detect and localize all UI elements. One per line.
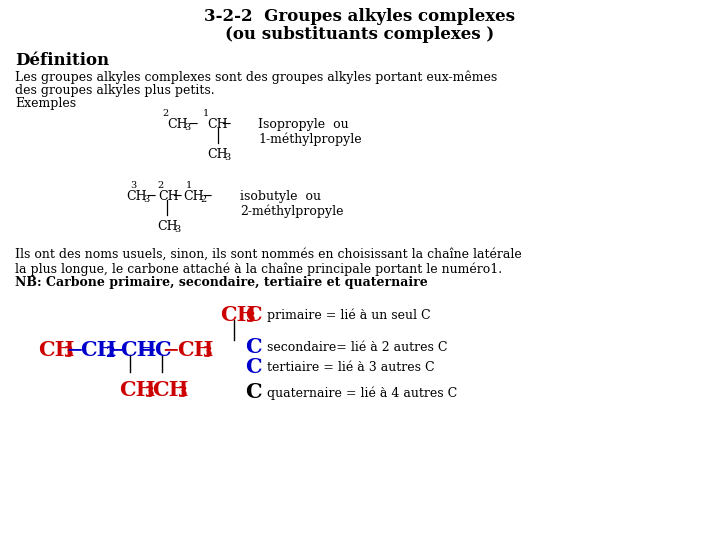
Text: 3: 3 <box>130 181 136 190</box>
Text: CH: CH <box>207 148 228 161</box>
Text: C: C <box>245 305 261 325</box>
Text: des groupes alkyles plus petits.: des groupes alkyles plus petits. <box>15 84 215 97</box>
Text: 2: 2 <box>162 109 168 118</box>
Text: (ou substituants complexes ): (ou substituants complexes ) <box>225 26 495 43</box>
Text: 3: 3 <box>177 386 186 400</box>
Text: 1-méthylpropyle: 1-méthylpropyle <box>258 132 361 145</box>
Text: 2: 2 <box>200 195 206 204</box>
Text: ─: ─ <box>189 118 197 131</box>
Text: 3-2-2  Groupes alkyles complexes: 3-2-2 Groupes alkyles complexes <box>204 8 516 25</box>
Text: 3: 3 <box>245 311 255 325</box>
Text: CH: CH <box>119 380 156 400</box>
Text: 3: 3 <box>184 123 190 132</box>
Text: ─: ─ <box>222 118 230 131</box>
Text: Les groupes alkyles complexes sont des groupes alkyles portant eux-mêmes: Les groupes alkyles complexes sont des g… <box>15 70 498 84</box>
Text: CH: CH <box>38 340 74 360</box>
Text: CH: CH <box>157 220 178 233</box>
Text: 3: 3 <box>224 153 230 162</box>
Text: CH: CH <box>126 190 147 203</box>
Text: C: C <box>245 382 261 402</box>
Text: primaire = lié à un seul C: primaire = lié à un seul C <box>263 309 431 322</box>
Text: CH: CH <box>207 118 228 131</box>
Text: ─: ─ <box>109 340 122 360</box>
Text: la plus longue, le carbone attaché à la chaîne principale portant le numéro1.: la plus longue, le carbone attaché à la … <box>15 262 502 275</box>
Text: 3: 3 <box>202 346 212 360</box>
Text: 3: 3 <box>143 195 149 204</box>
Text: 3: 3 <box>63 346 73 360</box>
Text: C: C <box>154 340 171 360</box>
Text: Ils ont des noms usuels, sinon, ils sont nommés en choisissant la chaîne latéral: Ils ont des noms usuels, sinon, ils sont… <box>15 248 522 261</box>
Text: ─: ─ <box>68 340 81 360</box>
Text: C: C <box>245 357 261 377</box>
Text: 2: 2 <box>157 181 163 190</box>
Text: 2-méthylpropyle: 2-méthylpropyle <box>240 204 343 218</box>
Text: ─: ─ <box>141 340 153 360</box>
Text: Isopropyle  ou: Isopropyle ou <box>258 118 348 131</box>
Text: 3: 3 <box>144 386 153 400</box>
Text: quaternaire = lié à 4 autres C: quaternaire = lié à 4 autres C <box>263 386 457 400</box>
Text: Exemples: Exemples <box>15 97 76 110</box>
Text: ─: ─ <box>203 190 210 203</box>
Text: NB: Carbone primaire, secondaire, tertiaire et quaternaire: NB: Carbone primaire, secondaire, tertia… <box>15 276 428 289</box>
Text: CH: CH <box>158 190 179 203</box>
Text: tertiaire = lié à 3 autres C: tertiaire = lié à 3 autres C <box>263 361 435 374</box>
Text: ─: ─ <box>147 190 155 203</box>
Text: CH: CH <box>120 340 156 360</box>
Text: CH: CH <box>152 380 189 400</box>
Text: CH: CH <box>80 340 117 360</box>
Text: 1: 1 <box>203 109 210 118</box>
Text: C: C <box>245 337 261 357</box>
Text: Définition: Définition <box>15 52 109 69</box>
Text: ─: ─ <box>173 190 181 203</box>
Text: secondaire= lié à 2 autres C: secondaire= lié à 2 autres C <box>263 341 448 354</box>
Text: isobutyle  ou: isobutyle ou <box>240 190 321 203</box>
Text: CH: CH <box>167 118 188 131</box>
Text: CH: CH <box>183 190 204 203</box>
Text: ─: ─ <box>164 340 176 360</box>
Text: CH: CH <box>177 340 214 360</box>
Text: 1: 1 <box>186 181 192 190</box>
Text: 3: 3 <box>174 225 180 234</box>
Text: 2: 2 <box>105 346 114 360</box>
Text: CH: CH <box>220 305 256 325</box>
